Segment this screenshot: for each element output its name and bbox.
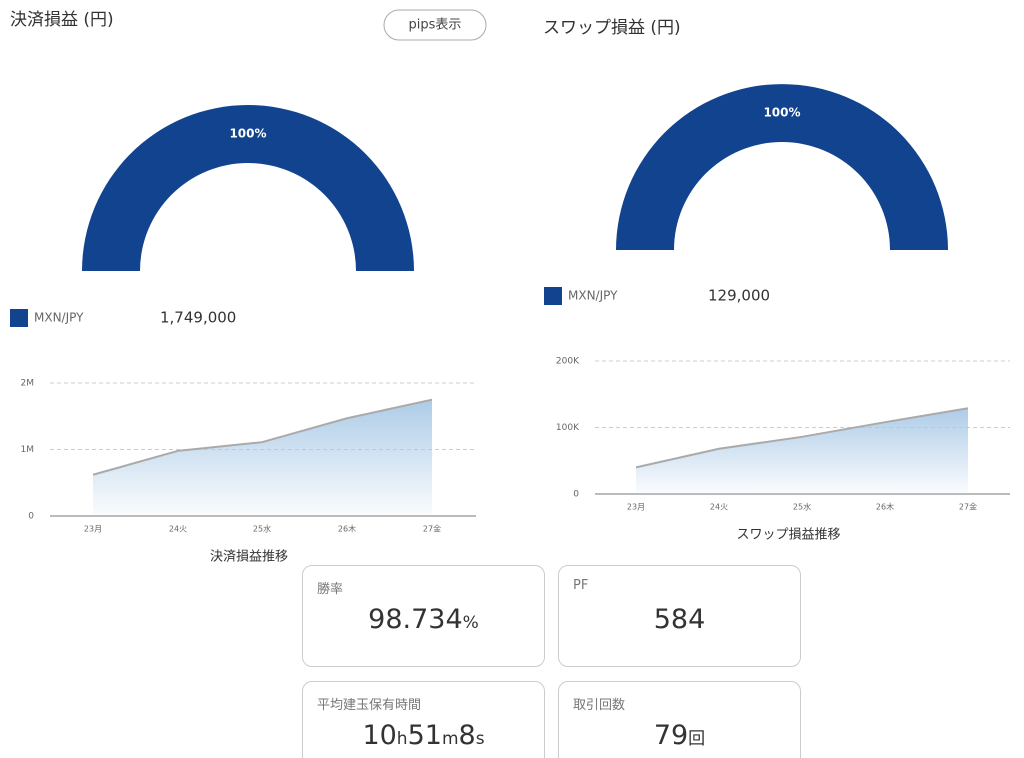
stat-number: 8 [458,720,476,751]
line [92,398,433,476]
y-tick-label: 200K [556,357,580,367]
stat-label: 取引回数 [573,698,626,713]
stat-unit: m [441,729,459,749]
gauge-label: 100% [229,127,266,141]
line [635,407,969,469]
stat-number: 51 [407,720,442,751]
x-tick-label: 23月 [84,525,102,534]
x-tick-label: 25水 [793,502,811,512]
stat-number: 79 [653,720,689,751]
legend-label: MXN/JPY [568,289,618,303]
legend-swatch [10,309,28,327]
chart-caption: スワップ損益推移 [736,528,840,543]
area [93,399,432,516]
gauge-slice [82,105,414,271]
stat-value: 584 [559,604,800,635]
x-tick-label: 25水 [253,524,271,534]
y-tick-label: 2M [21,379,35,389]
area [636,408,968,494]
stat-value: 98.734% [303,604,544,635]
stat-card: 平均建玉保有時間 10h51m8s [302,681,545,758]
stat-label: 平均建玉保有時間 [317,698,422,713]
x-tick-label: 24火 [710,503,728,512]
stat-card: 取引回数 79回 [558,681,801,758]
stat-card: PF 584 [558,565,801,667]
pips-button-label[interactable]: pips表示 [409,18,462,33]
panel-title: スワップ損益 (円) [543,18,681,38]
stat-unit: h [396,729,408,749]
panel-title: 決済損益 (円) [10,10,114,30]
y-tick-label: 0 [28,512,34,522]
x-tick-label: 27金 [423,524,441,534]
legend-total: 129,000 [708,287,770,305]
stat-label: PF [573,578,589,593]
y-tick-label: 0 [573,490,579,500]
x-tick-label: 23月 [627,503,645,512]
x-tick-label: 24火 [169,525,187,534]
chart-caption: 決済損益推移 [210,550,288,565]
gauge-label: 100% [763,106,800,120]
pips-button[interactable] [383,9,487,41]
stat-number: 584 [653,604,706,635]
stat-unit: % [462,613,479,633]
stat-label: 勝率 [317,582,344,597]
legend-swatch [544,287,562,305]
stat-number: 10 [362,720,397,751]
y-tick-label: 1M [21,445,35,455]
x-tick-label: 26木 [338,524,356,534]
x-tick-label: 27金 [959,502,977,512]
x-tick-label: 26木 [876,502,894,512]
stat-card: 勝率 98.734% [302,565,545,667]
y-tick-label: 100K [556,423,580,433]
legend-label: MXN/JPY [34,311,84,325]
stat-value: 79回 [559,720,800,751]
stat-value: 10h51m8s [303,720,544,751]
stat-number: 98.734 [368,604,463,635]
gauge-slice [616,84,948,250]
stat-unit: 回 [688,729,706,749]
legend-total: 1,749,000 [160,309,236,327]
stat-unit: s [475,729,485,749]
